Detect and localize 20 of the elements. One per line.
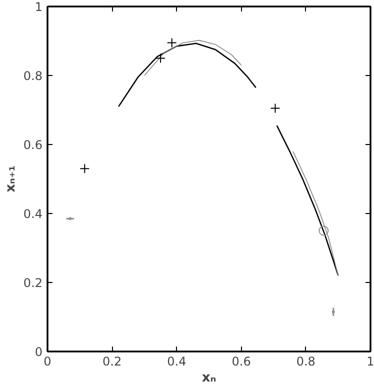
x-tick-label: 1 <box>366 354 374 368</box>
x-tick-label: 0 <box>44 354 52 368</box>
point <box>270 103 280 114</box>
point <box>156 53 166 64</box>
y-tick-label: 0.6 <box>23 138 43 152</box>
x-axis-title: xₙ <box>202 370 216 386</box>
y-tick-label: 0 <box>34 345 43 359</box>
point <box>80 164 90 174</box>
point <box>166 38 177 48</box>
y-tick-label: 0.8 <box>23 69 43 83</box>
y-tick-label: 1 <box>34 0 43 14</box>
x-tick-label: 0.8 <box>296 354 316 368</box>
x-tick-label: 0.4 <box>167 354 186 368</box>
x-tick-label: 0.2 <box>102 354 122 368</box>
x-tick-label: 0.6 <box>232 354 251 368</box>
point <box>318 226 329 236</box>
y-axis-title: xₙ₊₁ <box>3 166 18 192</box>
point <box>68 217 72 220</box>
y-tick-label: 0.2 <box>23 276 43 290</box>
y-tick-label: 0.4 <box>23 207 43 221</box>
